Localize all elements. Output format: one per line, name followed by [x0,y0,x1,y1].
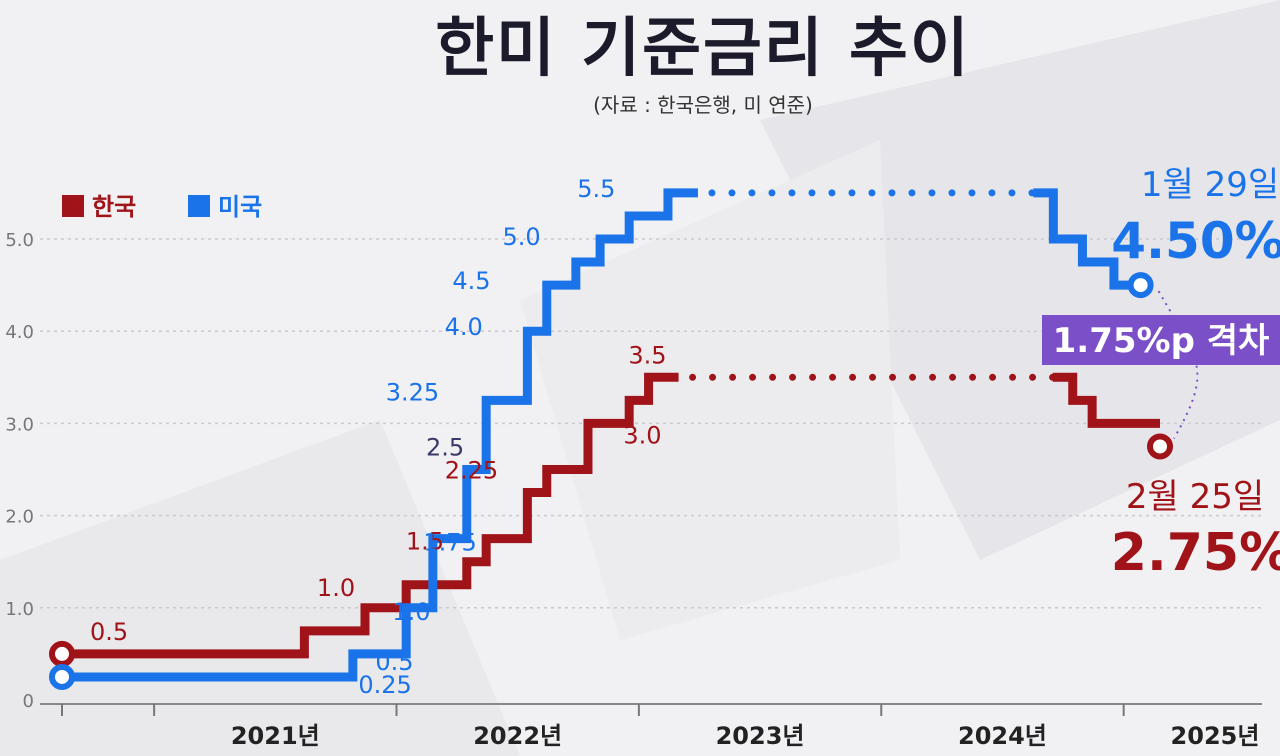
korea-annotation-value: 2.75% [1111,523,1280,583]
y-axis: 0 1.0 2.0 3.0 4.0 5.0 [5,230,34,712]
x-tick-label: 2024년 [958,722,1047,750]
data-label: 4.0 [445,313,483,341]
legend-swatch-korea [62,195,84,217]
data-label: 0.5 [90,618,128,646]
y-tick-label: 3.0 [5,414,34,435]
data-label: 1.5 [406,528,444,556]
data-label: 5.0 [503,223,541,251]
x-tick-label: 2022년 [473,722,562,750]
y-tick-label: 5.0 [5,230,34,251]
gap-badge [1042,315,1280,365]
data-label: 0.25 [358,671,411,699]
data-label: 2.5 [426,434,464,462]
data-label: 2.25 [445,457,498,485]
series-korea [49,372,1173,667]
chart-title: 한미 기준금리 추이 [435,12,971,86]
background-shape [520,140,900,640]
legend-label-korea: 한국 [92,193,136,221]
us-annotation-value: 4.50% [1111,212,1280,270]
us-annotation-date: 1월 29일 [1141,165,1279,205]
data-label: 4.5 [452,267,490,295]
y-tick-label: 2.0 [5,507,34,528]
series-us [49,188,1154,690]
legend-swatch-us [188,195,210,217]
us-tail-line [1033,188,1141,290]
korea-line [62,372,679,659]
korea-tail-line [1052,372,1160,428]
x-tick-label: 2025년 [1171,722,1260,750]
data-label: 1.75 [423,529,476,557]
data-label: 3.0 [623,421,661,449]
data-label: 0.5 [375,648,413,676]
x-axis: 2021년 2022년 2023년 2024년 2025년 [40,703,1262,750]
data-label: 1.0 [317,574,355,602]
data-label: 5.5 [577,175,615,203]
x-tick-label: 2021년 [231,722,320,750]
us-line [62,188,698,682]
chart-source: (자료 : 한국은행, 미 연준) [593,93,813,117]
x-tick-label: 2023년 [716,722,805,750]
data-label: 3.25 [386,378,439,406]
grid [40,238,1262,609]
korea-end-marker [1147,433,1173,460]
data-labels: 0.51.01.52.253.53.00.250.51.01.752.53.25… [90,175,667,699]
y-tick-label: 1.0 [5,599,34,620]
data-label: 1.0 [392,598,430,626]
data-label: 3.5 [628,341,666,369]
y-tick-label: 0 [23,691,34,712]
y-tick-label: 4.0 [5,322,34,343]
us-start-marker [49,663,75,690]
korea-start-marker [49,640,75,667]
us-end-marker [1127,272,1154,299]
legend-label-us: 미국 [218,193,262,221]
gap-badge-text: 1.75%p 격차 [1053,321,1270,361]
korea-annotation-date: 2월 25일 [1126,477,1264,517]
